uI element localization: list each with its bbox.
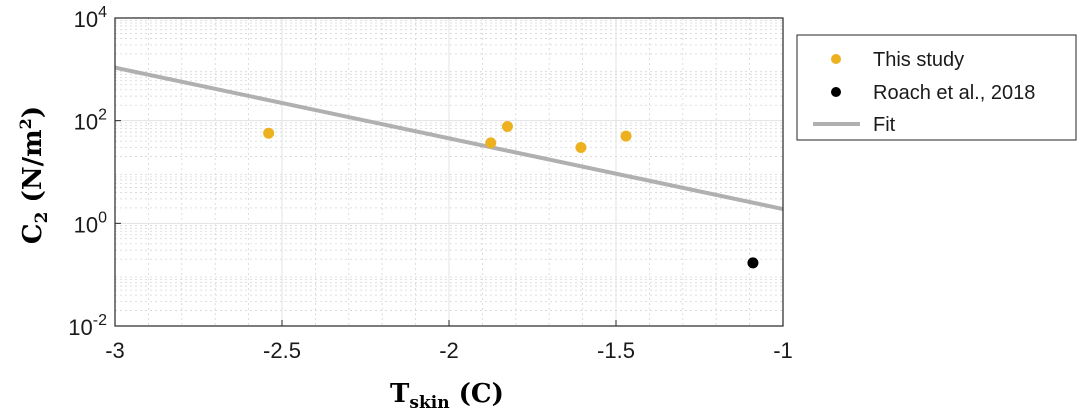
- x-tick-label: -3: [105, 338, 125, 363]
- legend-marker-roach: [831, 87, 841, 97]
- y-tick-label: 104: [74, 4, 107, 32]
- fit-line-group: [114, 65, 784, 211]
- this-study-point-2: [501, 120, 513, 132]
- y-tick-label: 102: [74, 107, 107, 135]
- y-tick-label: 10-2: [68, 312, 107, 340]
- y-ticks: 10-2 100 102 104: [68, 4, 121, 340]
- data-points: [263, 120, 759, 269]
- fit-line: [114, 65, 784, 211]
- x-ticks: -3 -2.5 -2 -1.5 -1: [105, 320, 793, 363]
- this-study-point-0: [263, 127, 275, 139]
- y-axis-title: C2 (N/m2): [16, 106, 52, 244]
- legend-label-fit: Fit: [873, 114, 896, 136]
- y-tick-label: 100: [74, 209, 107, 237]
- this-study-point-1: [485, 137, 497, 149]
- x-axis-title: Tskin (C): [390, 379, 504, 413]
- x-tick-label: -2: [439, 338, 459, 363]
- this-study-point-4: [620, 130, 632, 142]
- roach-2018-point-0: [747, 257, 759, 269]
- legend: This study Roach et al., 2018 Fit: [796, 34, 1077, 141]
- legend-label-roach: Roach et al., 2018: [873, 82, 1035, 104]
- legend-label-this-study: This study: [873, 49, 964, 71]
- this-study-point-3: [575, 142, 587, 154]
- x-tick-label: -2.5: [263, 338, 301, 363]
- x-tick-label: -1.5: [597, 338, 635, 363]
- grid: [114, 17, 784, 327]
- legend-marker-this-study: [831, 54, 841, 64]
- x-tick-label: -1: [773, 338, 793, 363]
